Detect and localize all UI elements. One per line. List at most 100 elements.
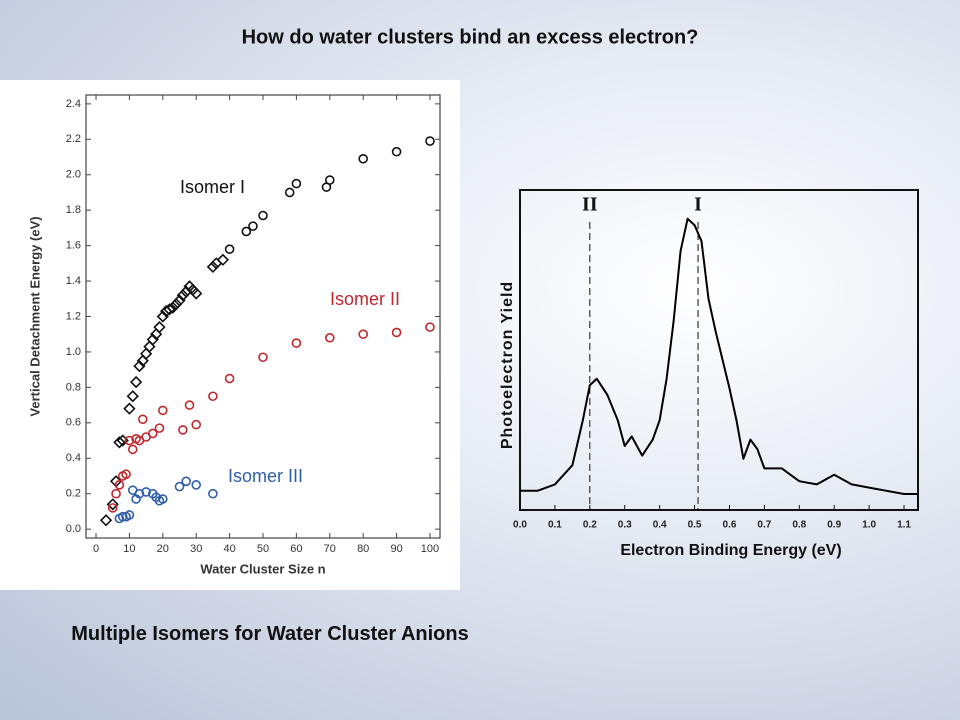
data-point bbox=[208, 488, 218, 499]
data-point bbox=[111, 488, 121, 499]
data-point bbox=[180, 285, 193, 298]
x-tick-label: 10 bbox=[123, 543, 135, 555]
data-point bbox=[166, 301, 179, 314]
x-tick-label: 0.4 bbox=[653, 520, 667, 531]
data-point bbox=[324, 332, 335, 343]
data-point bbox=[129, 375, 143, 389]
y-tick-label: 1.0 bbox=[66, 346, 81, 358]
data-point bbox=[124, 435, 135, 446]
data-point bbox=[284, 187, 295, 198]
data-point bbox=[206, 260, 220, 274]
y-tick-label: 0.2 bbox=[66, 488, 81, 500]
data-point bbox=[113, 436, 126, 449]
data-point bbox=[134, 488, 145, 499]
series-label: Isomer I bbox=[180, 177, 245, 197]
plot-frame bbox=[519, 189, 919, 511]
x-tick-label: 0.7 bbox=[757, 520, 771, 531]
y-tick-label: 2.2 bbox=[66, 133, 81, 145]
x-axis-label: Electron Binding Energy (eV) bbox=[620, 542, 841, 559]
data-point bbox=[163, 303, 176, 316]
data-point bbox=[291, 338, 302, 348]
x-tick-label: 0 bbox=[93, 543, 99, 555]
y-tick-label: 1.4 bbox=[66, 275, 81, 287]
x-tick-label: 30 bbox=[190, 543, 202, 555]
data-point bbox=[191, 480, 202, 490]
y-tick-label: 2.4 bbox=[66, 98, 81, 110]
data-point bbox=[291, 178, 302, 189]
data-point bbox=[174, 481, 185, 492]
data-point bbox=[126, 390, 139, 403]
data-point bbox=[99, 514, 113, 527]
data-point bbox=[156, 310, 169, 323]
peak-label: II bbox=[582, 194, 598, 216]
data-point bbox=[154, 423, 165, 433]
x-tick-label: 0.2 bbox=[583, 520, 597, 531]
data-point bbox=[358, 329, 368, 340]
y-tick-label: 0.8 bbox=[66, 381, 81, 393]
data-point bbox=[133, 359, 146, 373]
figure-panel bbox=[0, 80, 460, 590]
data-point bbox=[137, 414, 148, 425]
data-point bbox=[324, 175, 335, 185]
x-tick-label: 20 bbox=[157, 543, 169, 555]
data-point bbox=[208, 391, 218, 402]
data-point bbox=[258, 352, 268, 363]
data-point bbox=[258, 210, 268, 221]
data-point bbox=[241, 226, 252, 237]
data-point bbox=[190, 287, 203, 300]
x-tick-label: 40 bbox=[223, 543, 235, 555]
peak-label: I bbox=[694, 194, 702, 216]
x-tick-label: 0.5 bbox=[688, 520, 702, 531]
data-point bbox=[158, 405, 168, 416]
x-tick-label: 1.0 bbox=[862, 520, 876, 531]
data-point bbox=[141, 487, 151, 497]
data-point bbox=[106, 498, 119, 511]
data-point bbox=[224, 373, 235, 384]
x-axis-label: Water Cluster Size n bbox=[200, 561, 325, 576]
data-point bbox=[176, 289, 189, 302]
data-point bbox=[173, 294, 186, 307]
data-point bbox=[224, 244, 235, 254]
data-point bbox=[425, 136, 435, 146]
x-tick-label: 80 bbox=[357, 543, 369, 555]
y-tick-label: 1.6 bbox=[66, 240, 81, 252]
series-label: Isomer II bbox=[330, 289, 400, 309]
slide-title: How do water clusters bind an excess ele… bbox=[242, 26, 699, 48]
x-tick-label: 70 bbox=[324, 543, 336, 555]
y-tick-label: 1.2 bbox=[66, 310, 81, 322]
data-point bbox=[117, 511, 128, 522]
data-point bbox=[181, 476, 191, 487]
data-point bbox=[391, 146, 402, 157]
y-axis-label: Photoelectron Yield bbox=[499, 281, 516, 449]
x-tick-label: 50 bbox=[257, 543, 269, 555]
data-point bbox=[158, 494, 168, 504]
x-tick-label: 1.1 bbox=[897, 520, 911, 531]
data-point bbox=[153, 321, 166, 334]
y-tick-label: 2.0 bbox=[66, 169, 81, 181]
data-point bbox=[127, 444, 138, 455]
data-point bbox=[425, 322, 435, 332]
data-point bbox=[114, 480, 125, 490]
y-tick-label: 0.4 bbox=[66, 452, 81, 464]
data-point bbox=[191, 419, 202, 430]
data-point bbox=[124, 510, 135, 520]
x-tick-label: 0.3 bbox=[618, 520, 632, 531]
data-point bbox=[107, 503, 118, 513]
spectrum-line bbox=[520, 217, 918, 495]
x-tick-label: 60 bbox=[290, 543, 302, 555]
data-point bbox=[248, 221, 258, 231]
y-tick-label: 0.6 bbox=[66, 417, 81, 429]
data-point bbox=[358, 153, 368, 164]
x-tick-label: 0.6 bbox=[723, 520, 737, 531]
x-tick-label: 0.0 bbox=[513, 520, 527, 531]
x-tick-label: 0.1 bbox=[548, 520, 562, 531]
y-tick-label: 0.0 bbox=[66, 523, 81, 535]
data-point bbox=[184, 400, 195, 410]
y-tick-label: 1.8 bbox=[66, 204, 81, 216]
x-tick-label: 90 bbox=[390, 543, 402, 555]
data-point bbox=[391, 327, 402, 338]
data-point bbox=[216, 253, 230, 266]
data-point bbox=[178, 425, 188, 435]
